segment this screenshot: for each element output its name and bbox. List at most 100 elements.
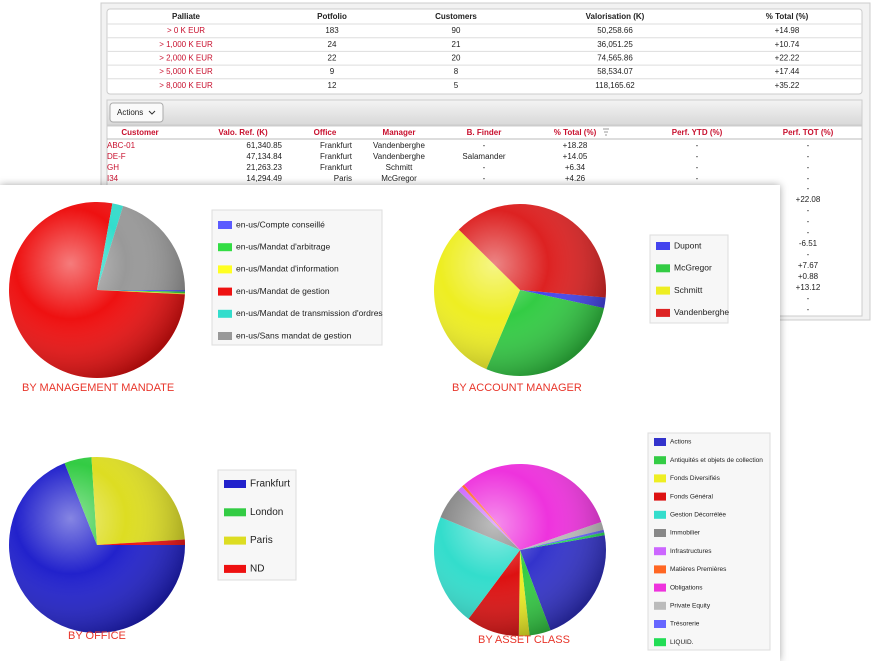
column-header: Palliate (172, 12, 201, 21)
cell: 21 (452, 40, 461, 49)
cell: 24 (328, 40, 337, 49)
cell: Frankfurt (320, 152, 353, 161)
legend-swatch (654, 529, 666, 537)
actions-button[interactable] (109, 102, 164, 123)
legend-label: en-us/Compte conseillé (236, 219, 325, 229)
cell: +6.34 (565, 163, 586, 172)
cell: -6.51 (799, 239, 818, 248)
pie-sheen (434, 204, 606, 376)
cell: +35.22 (775, 81, 800, 90)
legend-swatch (654, 565, 666, 574)
cell: +10.74 (775, 40, 800, 49)
legend-swatch (218, 265, 232, 274)
cell: 20 (452, 54, 461, 63)
legend-swatch (656, 286, 670, 295)
cell: - (483, 174, 486, 183)
cell: 47,134.84 (246, 152, 282, 161)
legend-label: Antiquités et objets de collection (670, 457, 763, 464)
legend-swatch (654, 456, 666, 465)
legend-box (217, 469, 297, 581)
pie-sheen (9, 202, 185, 378)
legend-label: Infrastructures (670, 548, 712, 555)
cell: 12 (328, 81, 337, 90)
cell: - (696, 141, 699, 150)
cell: 90 (452, 26, 461, 35)
legend-label: Dupont (674, 240, 702, 250)
cell: - (807, 228, 810, 237)
legend-swatch (654, 474, 666, 483)
cell: Frankfurt (320, 163, 353, 172)
cell: +7.67 (798, 261, 819, 270)
legend-label: Matières Premières (670, 566, 727, 573)
cell: 183 (325, 26, 339, 35)
legend-swatch (654, 438, 666, 446)
legend-label: McGregor (674, 263, 712, 273)
cell: - (807, 294, 810, 303)
cell: +14.05 (563, 152, 588, 161)
cell: - (807, 305, 810, 314)
cell: 36,051.25 (597, 40, 633, 49)
cell: - (807, 250, 810, 259)
cell: - (696, 152, 699, 161)
cell: 74,565.86 (597, 54, 633, 63)
chart-caption: BY ASSET CLASS (478, 634, 570, 646)
legend-label: en-us/Mandat d'arbitrage (236, 241, 331, 251)
legend-label: London (250, 507, 283, 518)
cell: Schmitt (386, 163, 413, 172)
legend-swatch (218, 309, 232, 318)
cell: GH (107, 163, 119, 172)
cell: - (483, 163, 486, 172)
legend-label: Fonds Général (670, 493, 714, 500)
toolbar (106, 99, 863, 126)
legend-label: en-us/Mandat d'information (236, 264, 339, 274)
cell: +22.22 (775, 54, 800, 63)
legend-swatch (656, 242, 670, 250)
legend-label: en-us/Mandat de gestion (236, 286, 330, 296)
cell: - (807, 206, 810, 215)
legend-label: Paris (250, 535, 273, 546)
column-header: Manager (383, 128, 416, 137)
cell: DE-F (107, 152, 126, 161)
legend-label: Schmitt (674, 285, 703, 295)
cell: Frankfurt (320, 141, 353, 150)
legend-swatch (224, 564, 246, 573)
legend-label: Fonds Diversifiés (670, 475, 721, 482)
column-header: % Total (%) (766, 12, 809, 21)
legend-swatch (224, 480, 246, 488)
cell: - (696, 174, 699, 183)
cell: +4.26 (565, 174, 586, 183)
actions-label[interactable]: Actions (117, 108, 143, 117)
legend-label: Private Equity (670, 603, 711, 610)
charts: en-us/Compte conseillé en-us/Mandat d'arb… (8, 202, 771, 651)
column-header: Customers (435, 12, 477, 21)
cell: +17.44 (775, 67, 800, 76)
legend-box (647, 432, 771, 651)
cell: > 1,000 K EUR (159, 40, 213, 49)
column-header: Perf. TOT (%) (783, 128, 834, 137)
legend-swatch (656, 264, 670, 273)
cell: 21,263.23 (246, 163, 282, 172)
legend-label: Frankfurt (250, 479, 290, 490)
legend-label: LIQUID. (670, 639, 694, 646)
cell: > 5,000 K EUR (159, 67, 213, 76)
legend-swatch (654, 638, 666, 647)
legend-label: Gestion Décorrélée (670, 512, 726, 519)
sort-icon (603, 128, 609, 136)
cell: 9 (330, 67, 335, 76)
legend-swatch (654, 510, 666, 519)
legend-swatch (224, 508, 246, 517)
column-header: B. Finder (467, 128, 502, 137)
cell: Vandenberghe (373, 141, 425, 150)
cell: 8 (454, 67, 459, 76)
legend-label: Vandenberghe (674, 307, 729, 317)
pie-sheen (434, 464, 606, 636)
legend-swatch (654, 492, 666, 501)
cell: 14,294.49 (246, 174, 282, 183)
cell: > 8,000 K EUR (159, 81, 213, 90)
cell: > 0 K EUR (167, 26, 205, 35)
column-header: Valorisation (K) (586, 12, 645, 21)
legend-label: en-us/Sans mandat de gestion (236, 330, 352, 340)
cell: McGregor (381, 174, 417, 183)
column-header: Perf. YTD (%) (672, 128, 723, 137)
